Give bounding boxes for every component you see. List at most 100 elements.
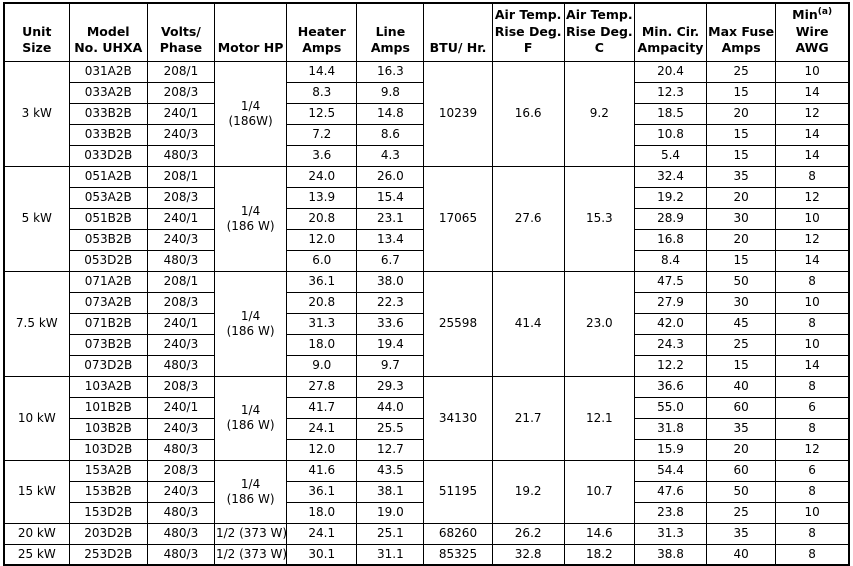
column-header-volts-phase: Volts/ Phase bbox=[146, 2, 215, 62]
min-wire-awg-cell: 8 bbox=[775, 543, 850, 566]
unit-size-cell: 25 kW bbox=[3, 543, 70, 566]
volts-phase-cell: 480/3 bbox=[146, 501, 215, 524]
heater-amps-cell: 12.5 bbox=[286, 102, 358, 125]
line-amps-cell: 25.5 bbox=[356, 417, 425, 440]
line-amps-cell: 25.1 bbox=[356, 522, 425, 545]
model-cell: 033B2B bbox=[68, 123, 148, 146]
table-row: 5 kW 051A2B 208/1 1/4 (186 W) 24.0 26.0 17065 2… bbox=[3, 165, 850, 272]
max-fuse-amps-cell: 50 bbox=[706, 270, 777, 293]
table-row: 15 kW 153A2B 208/3 1/4 (186 W) 41.6 43.5 51195… bbox=[3, 459, 850, 524]
model-cell: 053D2B bbox=[68, 249, 148, 272]
line-amps-cell: 12.7 bbox=[356, 438, 425, 461]
heater-amps-cell: 41.6 bbox=[286, 459, 358, 482]
motor-hp-cell: 1/4 (186 W) bbox=[213, 165, 288, 272]
min-wire-awg-cell: 10 bbox=[775, 501, 850, 524]
volts-phase-cell: 240/1 bbox=[146, 312, 215, 335]
max-fuse-amps-cell: 15 bbox=[706, 123, 777, 146]
table-row: 153B2B 240/3 36.1 38.1 47.6 50 8 bbox=[4, 480, 850, 503]
max-fuse-amps-cell: 20 bbox=[706, 186, 777, 209]
footnote-marker: (a) bbox=[817, 6, 833, 17]
table-header: Unit Size Model No. UHXA Volts/ Phase Motor… bbox=[3, 2, 850, 62]
model-cell: 153A2B bbox=[68, 459, 148, 482]
model-cell: 031A2B bbox=[68, 60, 148, 83]
min-cir-ampacity-cell: 8.4 bbox=[633, 249, 708, 272]
line-amps-cell: 29.3 bbox=[356, 375, 425, 398]
max-fuse-amps-cell: 25 bbox=[706, 501, 777, 524]
air-temp-rise-c-cell: 10.7 bbox=[563, 459, 635, 524]
line-amps-cell: 14.8 bbox=[356, 102, 425, 125]
min-cir-ampacity-cell: 18.5 bbox=[633, 102, 708, 125]
volts-phase-cell: 240/1 bbox=[146, 102, 215, 125]
model-cell: 253D2B bbox=[68, 543, 148, 566]
model-cell: 103D2B bbox=[68, 438, 148, 461]
motor-hp-cell: 1/2 (373 W) bbox=[213, 543, 288, 566]
volts-phase-cell: 240/3 bbox=[146, 333, 215, 356]
unit-size-cell: 5 kW bbox=[3, 165, 70, 272]
model-cell: 153D2B bbox=[68, 501, 148, 524]
line-amps-cell: 31.1 bbox=[356, 543, 425, 566]
min-cir-ampacity-cell: 54.4 bbox=[633, 459, 708, 482]
min-wire-awg-cell: 14 bbox=[775, 354, 850, 377]
volts-phase-cell: 208/1 bbox=[146, 270, 215, 293]
min-wire-awg-cell: 8 bbox=[775, 480, 850, 503]
column-header-line-amps: Line Amps bbox=[356, 2, 425, 62]
air-temp-rise-c-cell: 18.2 bbox=[563, 543, 635, 566]
min-cir-ampacity-cell: 55.0 bbox=[633, 396, 708, 419]
column-header-unit-size: Unit Size bbox=[3, 2, 70, 62]
min-wire-awg-cell: 10 bbox=[775, 291, 850, 314]
air-temp-rise-f-cell: 41.4 bbox=[491, 270, 565, 377]
line-amps-cell: 19.4 bbox=[356, 333, 425, 356]
model-cell: 051A2B bbox=[68, 165, 148, 188]
min-cir-ampacity-cell: 24.3 bbox=[633, 333, 708, 356]
table-row: 033A2B 208/3 8.3 9.8 12.3 15 14 bbox=[4, 81, 850, 104]
line-amps-cell: 15.4 bbox=[356, 186, 425, 209]
min-wire-awg-cell: 8 bbox=[775, 417, 850, 440]
min-cir-ampacity-cell: 23.8 bbox=[633, 501, 708, 524]
max-fuse-amps-cell: 50 bbox=[706, 480, 777, 503]
table-row: 033D2B 480/3 3.6 4.3 5.4 15 14 bbox=[4, 144, 850, 167]
btu-hr-cell: 34130 bbox=[423, 375, 493, 461]
heater-amps-cell: 8.3 bbox=[286, 81, 358, 104]
heater-spec-table: Unit Size Model No. UHXA Volts/ Phase Motor… bbox=[3, 2, 850, 566]
min-cir-ampacity-cell: 31.3 bbox=[633, 522, 708, 545]
min-wire-awg-cell: 6 bbox=[775, 459, 850, 482]
min-cir-ampacity-cell: 16.8 bbox=[633, 228, 708, 251]
max-fuse-amps-cell: 40 bbox=[706, 375, 777, 398]
line-amps-cell: 33.6 bbox=[356, 312, 425, 335]
min-cir-ampacity-cell: 12.2 bbox=[633, 354, 708, 377]
max-fuse-amps-cell: 15 bbox=[706, 81, 777, 104]
line-amps-cell: 9.8 bbox=[356, 81, 425, 104]
model-cell: 033B2B bbox=[68, 102, 148, 125]
table-row: 10 kW 103A2B 208/3 1/4 (186 W) 27.8 29.3 34130… bbox=[3, 375, 850, 461]
table-row: 153D2B 480/3 18.0 19.0 23.8 25 10 bbox=[4, 501, 850, 524]
unit-size-cell: 3 kW bbox=[3, 60, 70, 167]
air-temp-rise-c-cell: 15.3 bbox=[563, 165, 635, 272]
max-fuse-amps-cell: 40 bbox=[706, 543, 777, 566]
motor-hp-cell: 1/4 (186 W) bbox=[213, 270, 288, 377]
max-fuse-amps-cell: 25 bbox=[706, 333, 777, 356]
line-amps-cell: 6.7 bbox=[356, 249, 425, 272]
heater-amps-cell: 36.1 bbox=[286, 480, 358, 503]
model-cell: 071A2B bbox=[68, 270, 148, 293]
unit-size-cell: 7.5 kW bbox=[3, 270, 70, 377]
line-amps-cell: 38.0 bbox=[356, 270, 425, 293]
volts-phase-cell: 480/3 bbox=[146, 438, 215, 461]
heater-amps-cell: 18.0 bbox=[286, 333, 358, 356]
max-fuse-amps-cell: 15 bbox=[706, 354, 777, 377]
table-row: 3 kW 031A2B 208/1 1/4 (186W) 14.4 16.3 10239 16… bbox=[3, 60, 850, 167]
unit-size-cell: 15 kW bbox=[3, 459, 70, 524]
table-row: 033B2B 240/3 7.2 8.6 10.8 15 14 bbox=[4, 123, 850, 146]
min-cir-ampacity-cell: 38.8 bbox=[633, 543, 708, 566]
motor-hp-cell: 1/4 (186W) bbox=[213, 60, 288, 167]
column-header-rise-c: Air Temp. Rise Deg. C bbox=[563, 2, 635, 62]
min-wire-awg-cell: 14 bbox=[775, 81, 850, 104]
min-wire-awg-cell: 14 bbox=[775, 144, 850, 167]
min-wire-awg-cell: 10 bbox=[775, 333, 850, 356]
model-cell: 101B2B bbox=[68, 396, 148, 419]
volts-phase-cell: 208/3 bbox=[146, 375, 215, 398]
column-header-min-cir-ampacity: Min. Cir. Ampacity bbox=[633, 2, 708, 62]
min-wire-awg-cell: 8 bbox=[775, 522, 850, 545]
table-row: 103B2B 240/3 24.1 25.5 31.8 35 8 bbox=[4, 417, 850, 440]
motor-hp-cell: 1/4 (186 W) bbox=[213, 375, 288, 461]
